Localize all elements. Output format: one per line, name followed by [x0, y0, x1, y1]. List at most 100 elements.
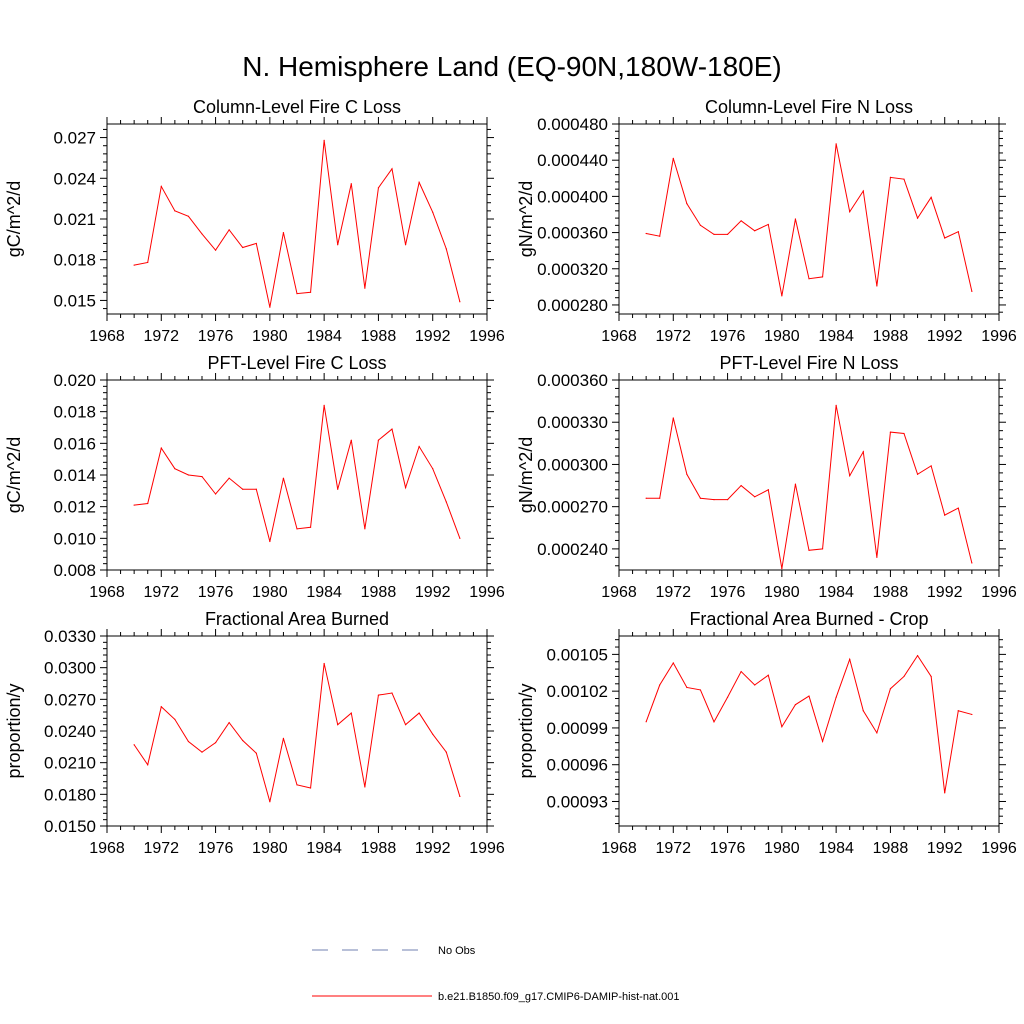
chart-fractional-area-burned-crop-point — [835, 696, 837, 698]
chart-column-level-fire-n-loss-point — [930, 196, 932, 198]
chart-fractional-area-burned-crop-point — [659, 684, 661, 686]
chart-column-level-fire-c-loss-point — [133, 264, 135, 266]
chart-column-level-fire-n-loss-ytick-label: 0.000280 — [537, 296, 608, 315]
chart-column-level-fire-n-loss-point — [767, 223, 769, 226]
chart-pft-level-fire-n-loss-xtick-label: 1988 — [873, 584, 909, 601]
chart-fractional-area-burned-crop-point — [754, 684, 756, 686]
chart-fractional-area-burned-crop-ytick-label: 0.00105 — [547, 645, 608, 664]
chart-column-level-fire-c-loss: Column-Level Fire C Loss gC/m^2/d 1968 1972… — [4, 97, 505, 345]
chart-fractional-area-burned-crop-xtick-label: 1992 — [927, 840, 963, 857]
chart-fractional-area-burned-crop-point — [645, 721, 647, 723]
chart-fractional-area-burned-series-line — [133, 663, 461, 802]
chart-column-level-fire-c-loss-point — [309, 291, 312, 293]
chart-column-level-fire-n-loss-point — [862, 190, 864, 192]
chart-column-level-fire-c-loss-ytick-label: 0.015 — [53, 291, 96, 310]
chart-pft-level-fire-c-loss-ytick-label: 0.020 — [53, 371, 96, 390]
chart-fractional-area-burned-point — [337, 724, 339, 726]
chart-column-level-fire-c-loss-series-line — [134, 140, 461, 308]
chart-column-level-fire-n-loss-xtick-label: 1976 — [710, 328, 746, 345]
chart-fractional-area-burned-point — [160, 706, 162, 708]
chart-column-level-fire-n-loss-ytick-label: 0.000440 — [537, 151, 608, 170]
chart-column-level-fire-n-loss-point — [821, 276, 824, 278]
chart-fractional-area-burned-crop-point — [971, 713, 973, 716]
chart-fractional-area-burned-ytick-label: 0.0300 — [44, 659, 96, 678]
chart-fractional-area-burned-xtick-label: 1972 — [143, 840, 179, 857]
chart-pft-level-fire-c-loss-xtick-label: 1996 — [469, 584, 505, 601]
legend-label-no-obs: No Obs — [438, 945, 476, 957]
chart-pft-level-fire-c-loss-ytick-label: 0.012 — [53, 498, 96, 517]
chart-column-level-fire-c-loss-ytick-label: 0.018 — [53, 251, 96, 270]
chart-fractional-area-burned-point — [391, 692, 393, 694]
chart-column-level-fire-n-loss-point — [754, 230, 756, 232]
chart-column-level-fire-n-loss-xtick-label: 1968 — [601, 328, 637, 345]
chart-pft-level-fire-n-loss-point — [686, 473, 688, 475]
chart-column-level-fire-c-loss-point — [160, 185, 162, 188]
chart-pft-level-fire-c-loss-point — [404, 487, 407, 489]
chart-column-level-fire-n-loss-point — [740, 220, 742, 222]
chart-pft-level-fire-c-loss-point — [432, 468, 434, 470]
chart-column-level-fire-n-loss-point — [672, 157, 674, 159]
chart-fractional-area-burned-xtick-label: 1976 — [198, 840, 234, 857]
chart-fractional-area-burned-crop-point — [903, 675, 905, 678]
chart-pft-level-fire-c-loss-point — [323, 404, 325, 406]
chart-fractional-area-burned-crop-point — [794, 704, 797, 706]
chart-pft-level-fire-n-loss-ytick-label: 0.000240 — [537, 540, 608, 559]
chart-fractional-area-burned-ytick-label: 0.0270 — [44, 690, 96, 709]
chart-pft-level-fire-n-loss-point — [781, 567, 783, 570]
chart-column-level-fire-n-loss-ytick-label: 0.000360 — [537, 224, 608, 243]
chart-column-level-fire-c-loss-point — [214, 249, 217, 251]
chart-pft-level-fire-c-loss-ytick-label: 0.014 — [53, 466, 96, 485]
chart-column-level-fire-c-loss-point — [323, 139, 325, 141]
chart-column-level-fire-c-loss-point — [404, 244, 407, 246]
chart-column-level-fire-n-loss-point — [903, 178, 905, 180]
chart-pft-level-fire-c-loss-ytick-label: 0.008 — [53, 561, 96, 580]
chart-column-level-fire-c-loss-xtick-label: 1976 — [198, 328, 234, 345]
chart-column-level-fire-n-loss-point — [957, 231, 959, 233]
chart-fractional-area-burned-crop-frame — [618, 635, 1000, 827]
chart-pft-level-fire-n-loss-point — [645, 497, 647, 499]
chart-fractional-area-burned-crop-point — [699, 689, 702, 691]
chart-fractional-area-burned-crop-xtick-label: 1972 — [655, 840, 691, 857]
chart-fractional-area-burned-point — [404, 724, 407, 726]
chart-pft-level-fire-n-loss-point — [903, 432, 905, 435]
chart-column-level-fire-c-loss-point — [282, 231, 285, 234]
chart-column-level-fire-n-loss-point — [699, 224, 702, 226]
chart-pft-level-fire-c-loss-xtick-label: 1992 — [415, 584, 451, 601]
chart-pft-level-fire-n-loss-ytick-label: 0.000270 — [537, 498, 608, 517]
chart-fractional-area-burned-crop-xtick-label: 1984 — [818, 840, 854, 857]
chart-column-level-fire-c-loss-point — [459, 301, 461, 303]
chart-fractional-area-burned-xtick-label: 1988 — [361, 840, 397, 857]
chart-fractional-area-burned-crop-point — [957, 710, 959, 712]
chart-pft-level-fire-c-loss-point — [187, 474, 190, 476]
chart-fractional-area-burned-crop-point — [849, 658, 851, 660]
chart-pft-level-fire-n-loss-point — [876, 556, 878, 558]
chart-column-level-fire-n-loss-point — [808, 278, 810, 280]
chart-fractional-area-burned-ytick-label: 0.0240 — [44, 722, 96, 741]
chart-fractional-area-burned-crop-point — [821, 740, 824, 743]
chart-pft-level-fire-c-loss-point — [337, 488, 339, 490]
chart-fractional-area-burned-point — [432, 733, 434, 735]
chart-column-level-fire-n-loss-ytick-label: 0.000320 — [537, 260, 608, 279]
chart-fractional-area-burned-point — [323, 662, 325, 665]
chart-column-level-fire-c-loss-point — [269, 306, 271, 308]
chart-fractional-area-burned-crop-point — [930, 675, 932, 678]
chart-pft-level-fire-c-loss-xtick-label: 1984 — [306, 584, 342, 601]
chart-column-level-fire-n-loss-point — [794, 218, 797, 220]
chart-fractional-area-burned-crop-xtick-label: 1980 — [764, 840, 800, 857]
chart-column-level-fire-n-loss-point — [645, 232, 647, 235]
chart-pft-level-fire-c-loss-ytick-label: 0.018 — [53, 403, 96, 422]
chart-pft-level-fire-c-loss-point — [459, 537, 461, 539]
chart-fractional-area-burned-crop-point — [740, 670, 742, 673]
chart-fractional-area-burned-xtick-label: 1984 — [306, 840, 342, 857]
chart-pft-level-fire-n-loss-xtick-label: 1976 — [710, 584, 746, 601]
chart-column-level-fire-c-loss-xtick-label: 1972 — [143, 328, 179, 345]
chart-column-level-fire-n-loss-series-line — [646, 143, 973, 296]
chart-column-level-fire-n-loss-point — [686, 203, 688, 205]
chart-fractional-area-burned-ytick-label: 0.0330 — [44, 627, 96, 646]
chart-pft-level-fire-n-loss-point — [957, 507, 959, 509]
chart-column-level-fire-n-loss-point — [876, 285, 878, 287]
panels: Column-Level Fire C Loss gC/m^2/d 1968 1972… — [4, 97, 1017, 857]
chart-pft-level-fire-c-loss-ylabel: gC/m^2/d — [4, 437, 24, 513]
chart-pft-level-fire-c-loss-point — [445, 501, 447, 503]
chart-fractional-area-burned-point — [187, 740, 190, 743]
